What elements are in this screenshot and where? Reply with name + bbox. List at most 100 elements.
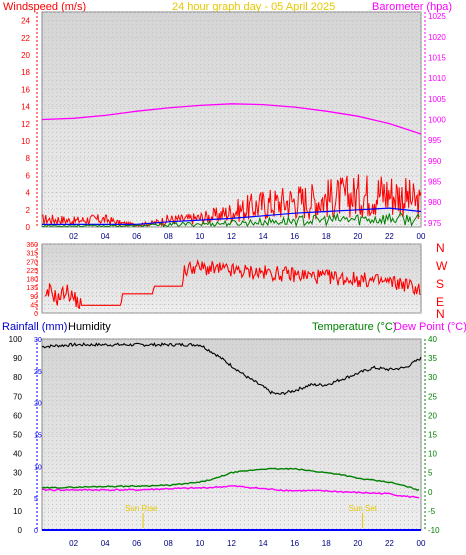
wind-tick-label: 18 [21, 68, 30, 77]
wind-barometer-panel: Windspeed (m/s) 24 hour graph day - 05 A… [3, 1, 452, 241]
barometer-tick-label: 1025 [428, 12, 446, 21]
plot-dots-1 [42, 12, 421, 227]
dewpoint-line [41, 484, 420, 499]
barometer-tick-label: 975 [428, 219, 442, 228]
dewpoint-axis-title: Dew Point (°C) [394, 321, 466, 333]
time-tick-label: 08 [164, 539, 173, 548]
time-tick-label: 02 [69, 232, 78, 241]
rainfall-axis-title: Rainfall (mm) [2, 321, 67, 333]
wind-tick-label: 2 [26, 206, 31, 215]
direction-tick-label: 90 [30, 294, 38, 301]
rain-tick-label: 30 [34, 337, 42, 344]
grid-3 [42, 338, 421, 531]
sunset-label: Sun Set [349, 504, 378, 513]
wind-tick-label: 12 [21, 120, 30, 129]
temperature-tick-label: -5 [428, 507, 436, 516]
humidity-tick-label: 80 [13, 373, 22, 382]
sun-markers: Sun Rise Sun Set [125, 504, 378, 528]
humidity-axis-ticks: 0 10 20 30 40 50 60 70 80 90 100 [9, 335, 23, 535]
time-tick-label: 20 [353, 539, 362, 548]
barometer-tick-label: 985 [428, 178, 442, 187]
time-tick-label: 16 [290, 232, 299, 241]
time-tick-label: 22 [385, 539, 394, 548]
sunrise-label: Sun Rise [125, 504, 158, 513]
humidity-tick-label: 100 [9, 335, 23, 344]
time-tick-label: 04 [101, 232, 110, 241]
temp-humidity-panel: Rainfall (mm) Humidity Temperature (°C) … [2, 321, 466, 548]
humidity-tick-label: 10 [13, 507, 22, 516]
wind-tick-label: 8 [26, 154, 31, 163]
grid-2 [42, 243, 421, 314]
wind-tick-label: 14 [21, 103, 30, 112]
rain-tick-label: 20 [34, 401, 42, 408]
wind-tick-label: 16 [21, 85, 30, 94]
time-tick-label: 16 [290, 539, 299, 548]
time-tick-label: 18 [322, 539, 331, 548]
time-tick-label: 00 [417, 539, 426, 548]
time-tick-label: 08 [164, 232, 173, 241]
time-tick-label: 06 [132, 232, 141, 241]
grid-1 [42, 20, 421, 228]
wind-tick-label: 22 [21, 34, 30, 43]
direction-tick-label: 0 [34, 311, 38, 318]
time-axis-3: 02 04 06 08 10 12 14 16 18 20 22 00 [69, 539, 426, 548]
humidity-tick-label: 60 [13, 411, 22, 420]
direction-tick-label: 180 [26, 277, 38, 284]
humidity-tick-label: 90 [13, 354, 22, 363]
temperature-tick-label: 10 [428, 450, 437, 459]
direction-tick-label: 315 [26, 251, 38, 258]
wind-tick-label: 20 [21, 51, 30, 60]
barometer-line [41, 103, 422, 135]
time-tick-label: 12 [227, 232, 236, 241]
temperature-line [41, 467, 420, 491]
temperature-tick-label: 25 [428, 392, 437, 401]
temperature-tick-label: 20 [428, 411, 437, 420]
time-tick-label: 10 [195, 539, 204, 548]
wind-axis-title: Windspeed (m/s) [3, 1, 86, 13]
rain-tick-label: 15 [34, 433, 42, 440]
direction-tick-label: 270 [26, 259, 38, 266]
humidity-tick-label: 50 [13, 431, 22, 440]
humidity-tick-label: 70 [13, 392, 22, 401]
rain-tick-label: 5 [34, 496, 38, 503]
wind-low-series [41, 211, 420, 228]
temperature-tick-label: 40 [428, 335, 437, 344]
compass-s: S [436, 277, 444, 291]
barometer-tick-label: 1015 [428, 53, 446, 62]
temperature-tick-label: 0 [428, 488, 433, 497]
time-tick-label: 18 [322, 232, 331, 241]
time-tick-label: 10 [195, 232, 204, 241]
rain-tick-label: 10 [34, 464, 42, 471]
direction-line [44, 258, 421, 310]
compass-n-top: N [436, 241, 445, 255]
temperature-tick-label: 35 [428, 354, 437, 363]
temperature-axis-ticks: -10 -5 0 5 10 15 20 25 30 35 40 [424, 335, 440, 535]
direction-tick-label: 225 [26, 268, 38, 275]
chart-date-title: 24 hour graph day - 05 April 2025 [172, 1, 335, 13]
time-tick-label: 00 [417, 232, 426, 241]
barometer-tick-label: 1005 [428, 95, 446, 104]
direction-tick-label: 45 [30, 302, 38, 309]
wind-tick-label: 6 [26, 171, 31, 180]
rain-axis-ticks: 0 5 10 15 20 25 30 [34, 337, 42, 535]
barometer-axis-title: Barometer (hpa) [372, 1, 452, 13]
barometer-tick-label: 990 [428, 157, 442, 166]
wind-tick-label: 0 [26, 223, 31, 232]
temperature-tick-label: 15 [428, 431, 437, 440]
time-tick-label: 14 [259, 539, 268, 548]
time-tick-label: 02 [69, 539, 78, 548]
compass-e: E [436, 295, 444, 309]
barometer-tick-label: 995 [428, 136, 442, 145]
wind-tick-label: 10 [21, 137, 30, 146]
rain-tick-label: 0 [34, 528, 38, 535]
temperature-tick-label: -10 [428, 526, 440, 535]
time-tick-label: 04 [101, 539, 110, 548]
humidity-line [41, 342, 422, 396]
time-tick-label: 06 [132, 539, 141, 548]
gust-series [41, 174, 422, 228]
time-tick-label: 22 [385, 232, 394, 241]
